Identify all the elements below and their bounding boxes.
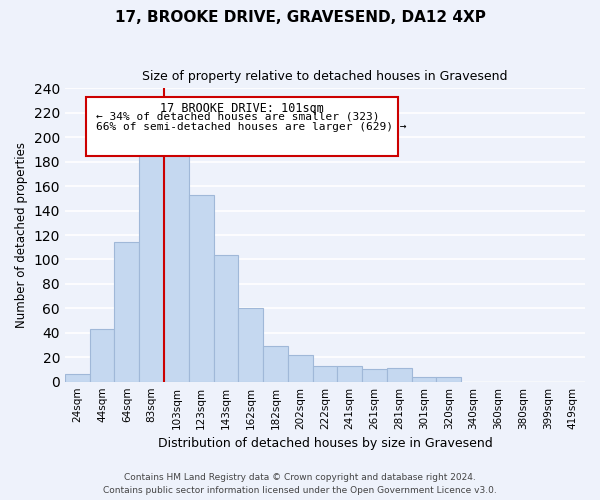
Text: 66% of semi-detached houses are larger (629) →: 66% of semi-detached houses are larger (… <box>96 122 407 132</box>
Text: ← 34% of detached houses are smaller (323): ← 34% of detached houses are smaller (32… <box>96 112 380 122</box>
Bar <box>412 377 436 382</box>
Y-axis label: Number of detached properties: Number of detached properties <box>15 142 28 328</box>
Bar <box>89 329 115 382</box>
Bar <box>313 366 337 382</box>
Bar <box>115 242 139 382</box>
FancyBboxPatch shape <box>86 97 398 156</box>
Title: Size of property relative to detached houses in Gravesend: Size of property relative to detached ho… <box>142 70 508 83</box>
Bar <box>288 355 313 382</box>
Text: 17 BROOKE DRIVE: 101sqm: 17 BROOKE DRIVE: 101sqm <box>160 102 323 114</box>
Bar <box>362 370 387 382</box>
Bar <box>263 346 288 382</box>
Bar <box>164 152 189 382</box>
Bar <box>238 308 263 382</box>
Bar <box>189 194 214 382</box>
X-axis label: Distribution of detached houses by size in Gravesend: Distribution of detached houses by size … <box>158 437 493 450</box>
Bar <box>65 374 89 382</box>
Bar <box>337 366 362 382</box>
Bar <box>387 368 412 382</box>
Bar <box>436 377 461 382</box>
Text: Contains HM Land Registry data © Crown copyright and database right 2024.
Contai: Contains HM Land Registry data © Crown c… <box>103 474 497 495</box>
Bar <box>139 152 164 382</box>
Text: 17, BROOKE DRIVE, GRAVESEND, DA12 4XP: 17, BROOKE DRIVE, GRAVESEND, DA12 4XP <box>115 10 485 25</box>
Bar <box>214 254 238 382</box>
